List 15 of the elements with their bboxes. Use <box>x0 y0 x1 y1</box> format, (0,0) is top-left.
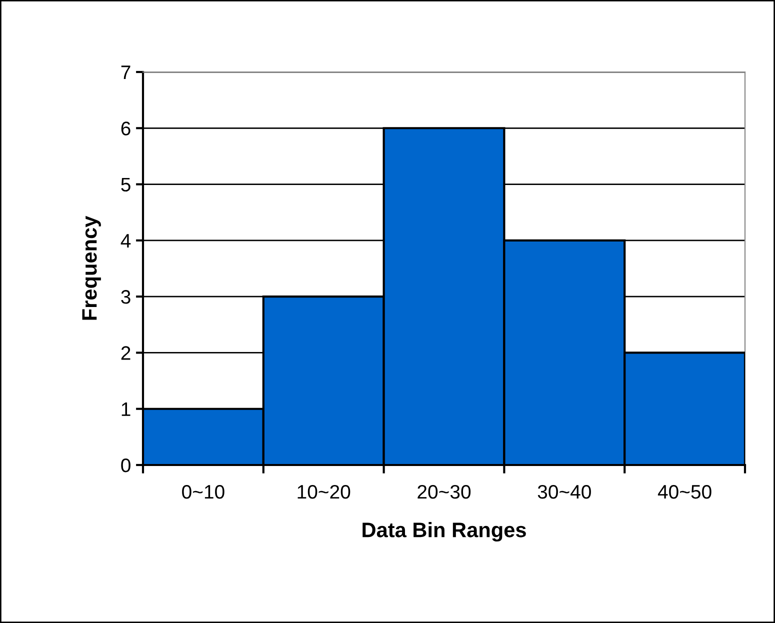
x-axis-title: Data Bin Ranges <box>362 522 526 542</box>
y-tick-label: 6 <box>121 122 130 136</box>
y-tick-label: 4 <box>120 234 131 248</box>
y-axis-title: Frequency <box>82 216 101 320</box>
y-tick-label: 0 <box>121 458 130 472</box>
x-tick-label: 20~30 <box>418 484 471 499</box>
x-tick-label: 40~50 <box>658 484 712 499</box>
x-tick-label: 30~40 <box>538 484 591 499</box>
y-tick-label: 7 <box>121 66 130 80</box>
x-tick-label: 10~20 <box>298 484 350 499</box>
x-tick-label: 0~10 <box>182 484 224 499</box>
y-tick-label: 5 <box>121 178 130 192</box>
y-tick-label: 3 <box>121 290 130 304</box>
y-tick-label: 1 <box>122 402 130 416</box>
y-tick-label: 2 <box>121 346 130 360</box>
